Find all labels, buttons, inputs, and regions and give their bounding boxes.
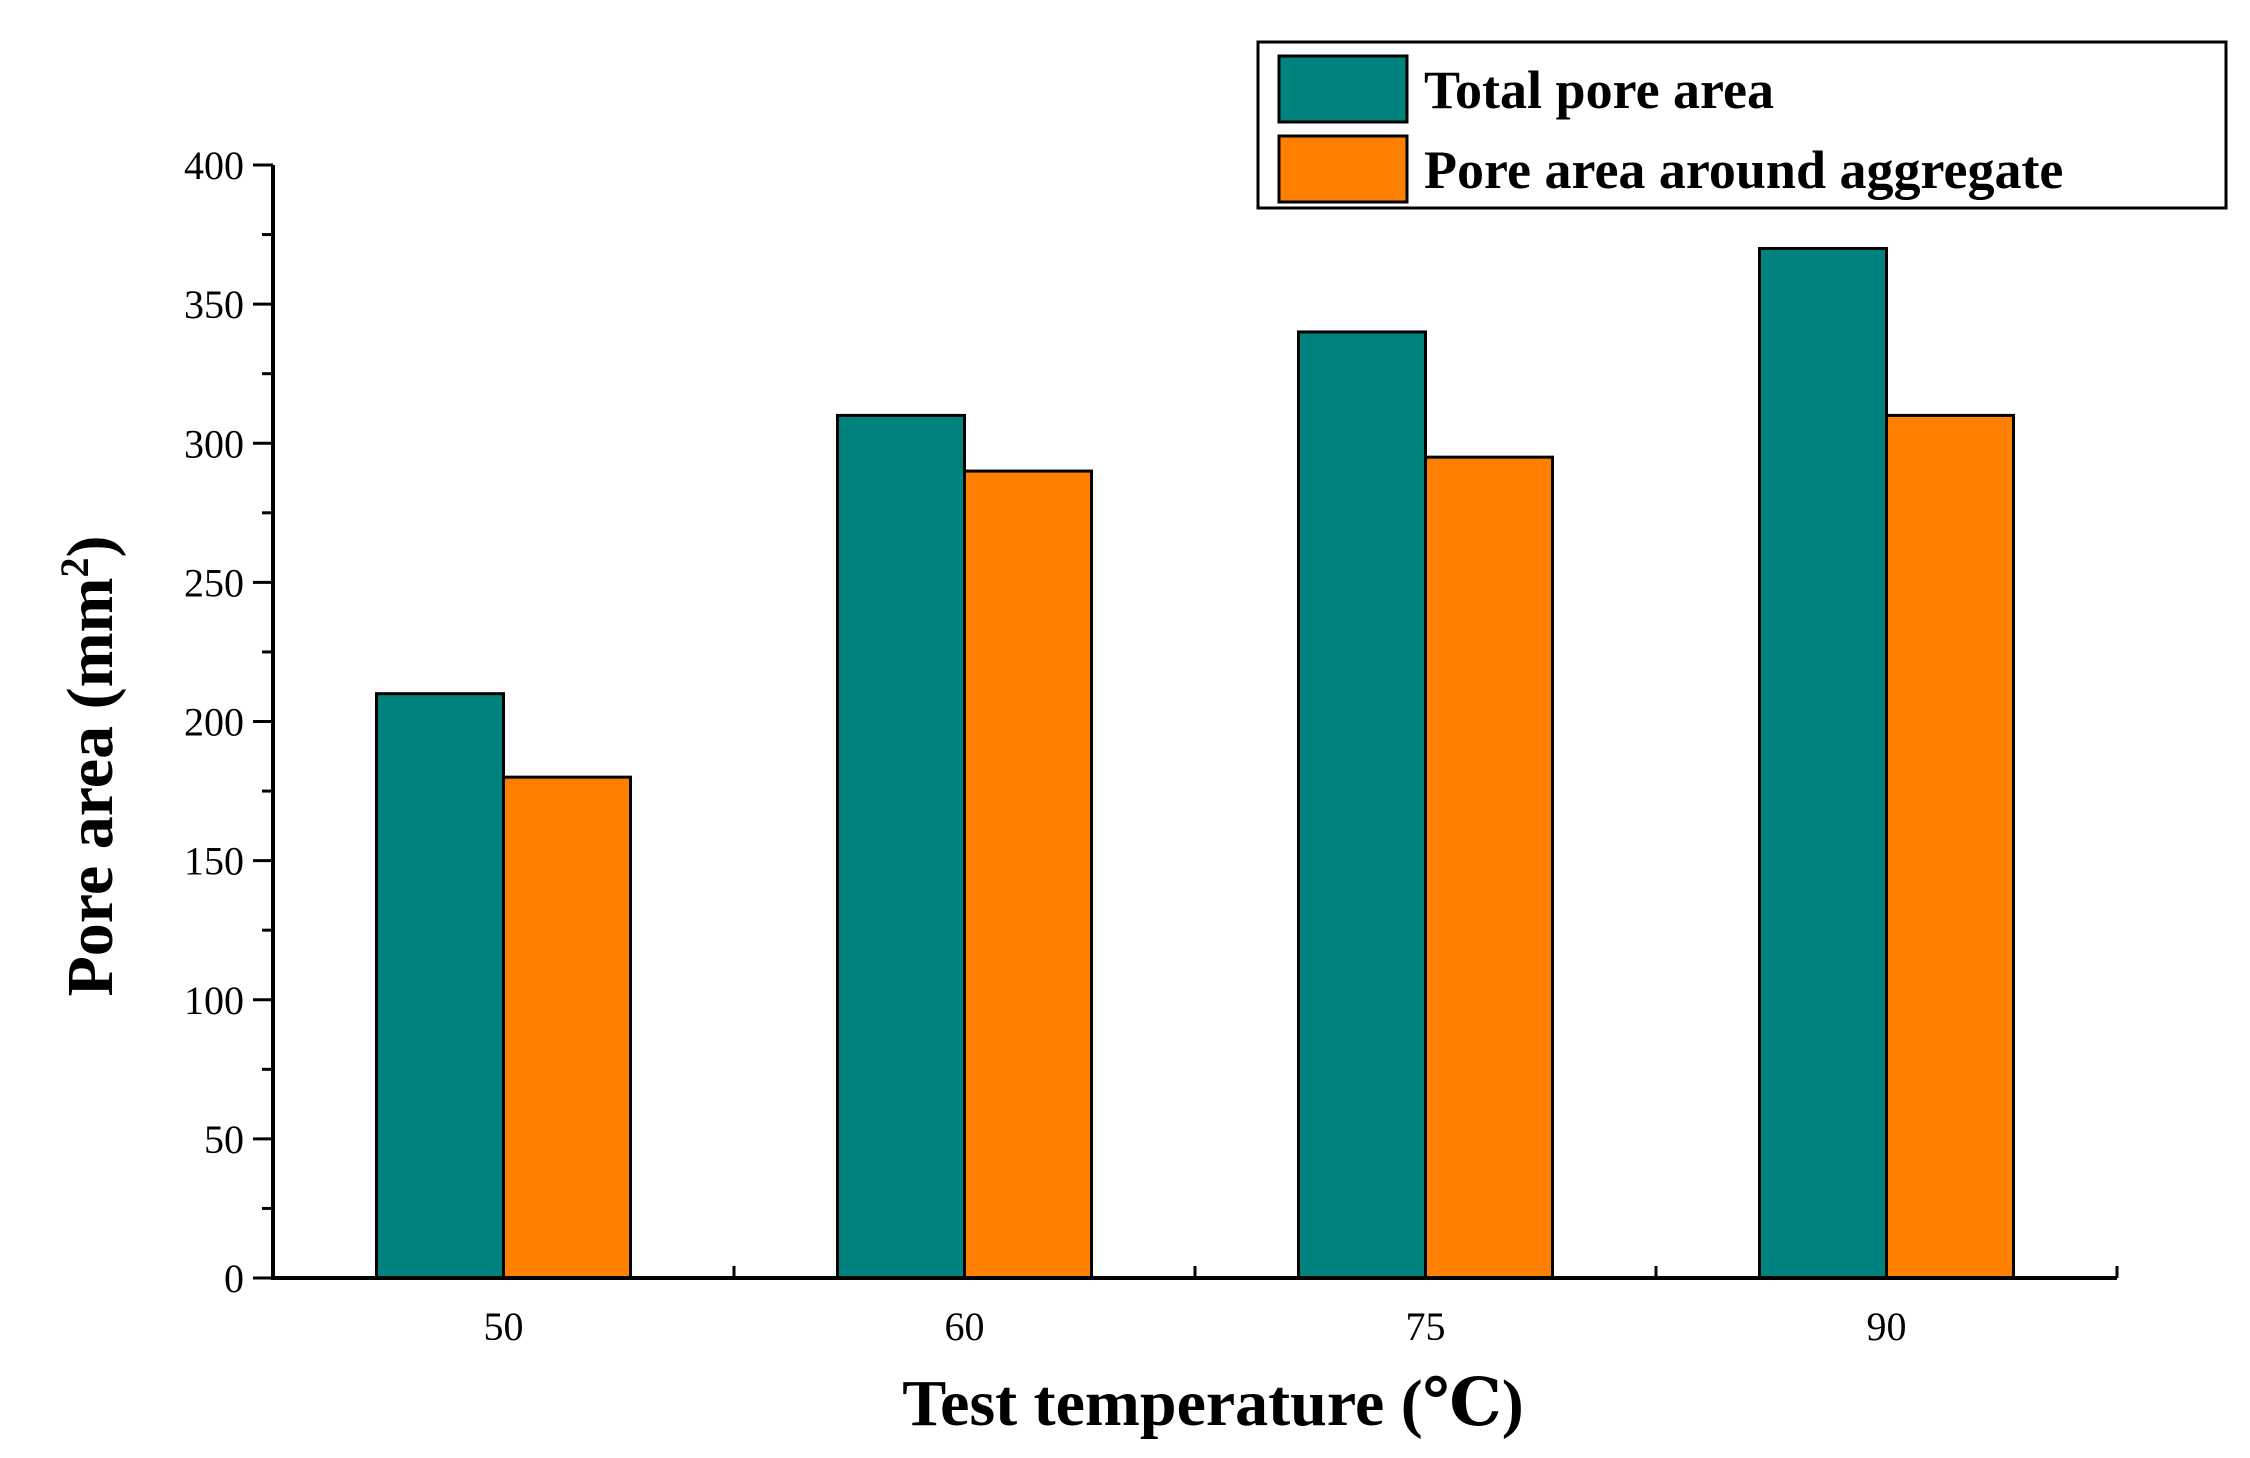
y-tick-label-100: 100	[184, 978, 244, 1023]
y-tick-label-50: 50	[204, 1117, 244, 1162]
x-axis-title: Test temperature (℃)	[902, 1367, 1524, 1440]
bar-75-series-1	[1297, 330, 1427, 1280]
bars-group	[375, 246, 2015, 1280]
legend-label-total-pore-area: Total pore area	[1424, 60, 1774, 120]
legend-swatch-pore-area-around-aggregate	[1277, 134, 1409, 204]
bar-75-series-2	[1424, 455, 1554, 1280]
legend-box	[1256, 40, 2228, 210]
y-tick-label-0: 0	[224, 1256, 244, 1301]
bar-90-series-1	[1758, 246, 1888, 1280]
y-tick-label-400: 400	[184, 143, 244, 188]
x-tick-label-50: 50	[484, 1304, 524, 1349]
x-tick-label-75: 75	[1406, 1304, 1446, 1349]
y-tick-label-250: 250	[184, 560, 244, 605]
axes-group: 50 60 75 90 0 50 100 150 200 250 300 350 400	[184, 143, 2119, 1349]
y-tick-label-350: 350	[184, 282, 244, 327]
y-axis-title-superscript: 2	[52, 557, 97, 577]
bar-90-series-2	[1885, 413, 2015, 1280]
x-tick-label-60: 60	[945, 1304, 985, 1349]
y-axis-title-close: )	[54, 535, 127, 557]
y-tick-label-150: 150	[184, 839, 244, 884]
y-axis-title: Pore area (mm2)	[52, 535, 127, 996]
bar-50-series-1	[375, 692, 505, 1280]
y-tick-label-300: 300	[184, 421, 244, 466]
bar-60-series-1	[836, 413, 966, 1280]
bar-60-series-2	[963, 469, 1093, 1280]
bar-50-series-2	[502, 775, 632, 1280]
legend: Total pore area Pore area around aggrega…	[1256, 40, 2228, 210]
y-tick-label-200: 200	[184, 700, 244, 745]
legend-label-pore-area-around-aggregate: Pore area around aggregate	[1424, 140, 2063, 200]
y-axis-title-main: Pore area (mm	[54, 577, 127, 996]
x-tick-label-90: 90	[1867, 1304, 1907, 1349]
legend-swatch-total-pore-area	[1277, 54, 1409, 124]
